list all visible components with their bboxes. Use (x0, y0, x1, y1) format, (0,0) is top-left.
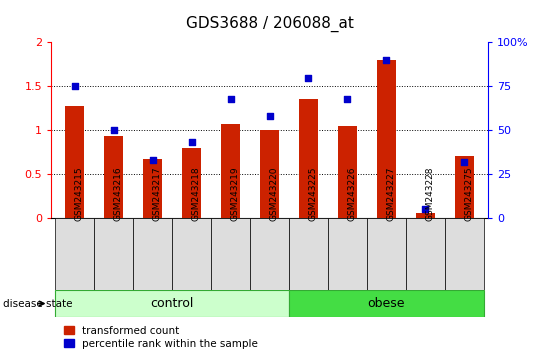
Text: GSM243219: GSM243219 (231, 167, 239, 221)
Text: GSM243216: GSM243216 (114, 167, 122, 221)
FancyBboxPatch shape (289, 290, 484, 317)
FancyBboxPatch shape (250, 218, 289, 290)
FancyBboxPatch shape (55, 218, 94, 290)
Point (187, 139, 196, 145)
Point (304, 75, 313, 80)
Text: GSM243227: GSM243227 (386, 167, 396, 221)
FancyBboxPatch shape (406, 218, 445, 290)
Text: GSM243228: GSM243228 (425, 167, 434, 221)
Bar (260, 130, 279, 218)
Point (460, 159, 469, 165)
Point (70, 84, 79, 89)
Point (226, 96, 235, 101)
Text: GSM243217: GSM243217 (153, 167, 162, 221)
Text: obese: obese (368, 297, 405, 310)
Bar (104, 136, 123, 218)
Text: GSM243275: GSM243275 (465, 167, 473, 221)
Text: GSM243215: GSM243215 (74, 167, 84, 221)
Point (343, 96, 352, 101)
Bar (416, 213, 435, 218)
Bar (299, 99, 318, 218)
Text: GDS3688 / 206088_at: GDS3688 / 206088_at (185, 16, 354, 32)
FancyBboxPatch shape (133, 218, 172, 290)
Text: disease state: disease state (3, 298, 72, 309)
Bar (377, 60, 396, 218)
Text: control: control (150, 297, 194, 310)
FancyBboxPatch shape (211, 218, 250, 290)
Text: GSM243218: GSM243218 (191, 167, 201, 221)
FancyBboxPatch shape (172, 218, 211, 290)
FancyBboxPatch shape (445, 218, 484, 290)
Bar (455, 156, 474, 218)
Bar (65, 107, 84, 218)
Text: GSM243220: GSM243220 (270, 167, 279, 221)
Bar (221, 124, 240, 218)
FancyBboxPatch shape (328, 218, 367, 290)
Point (265, 113, 274, 119)
Point (382, 57, 391, 63)
Point (421, 206, 430, 212)
Bar (338, 126, 357, 218)
Legend: transformed count, percentile rank within the sample: transformed count, percentile rank withi… (65, 326, 258, 349)
Text: GSM243225: GSM243225 (308, 167, 317, 221)
FancyBboxPatch shape (289, 218, 328, 290)
Text: GSM243226: GSM243226 (348, 167, 356, 221)
Point (109, 127, 118, 133)
FancyBboxPatch shape (367, 218, 406, 290)
Point (148, 157, 157, 163)
Bar (143, 159, 162, 218)
FancyBboxPatch shape (55, 290, 289, 317)
Bar (182, 148, 201, 218)
FancyBboxPatch shape (94, 218, 133, 290)
